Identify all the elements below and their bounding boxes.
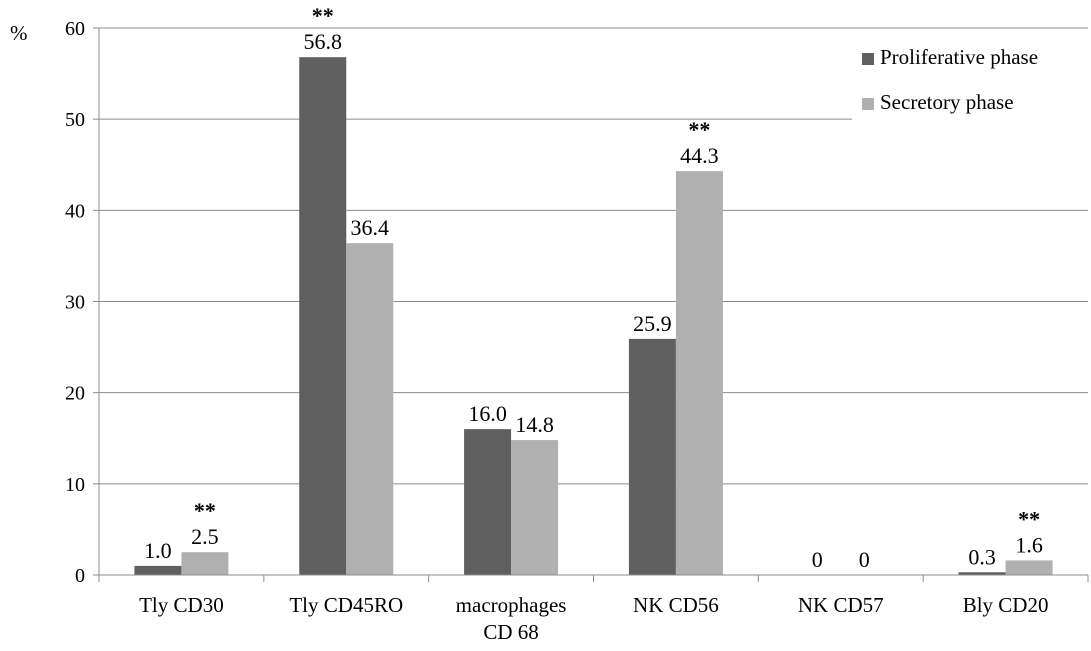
legend-swatch — [862, 53, 874, 65]
data-label: 44.3 — [680, 143, 719, 168]
axes: 0 10 20 30 40 50 60% Tly CD30 Tly CD45RO macropha… — [10, 18, 1089, 644]
y-tick-label: 60 — [65, 18, 85, 40]
data-label: 25.9 — [633, 311, 672, 336]
significance-marker: ** — [194, 498, 216, 523]
data-label: 1.0 — [144, 538, 172, 563]
y-tick-label: 20 — [65, 383, 85, 405]
y-tick-label: 50 — [65, 109, 85, 131]
bar-proliferative — [464, 429, 512, 575]
gridlines — [99, 27, 1088, 485]
bar-proliferative — [628, 338, 676, 575]
x-tick-label: NK CD56 — [633, 593, 719, 617]
y-tick-label: 40 — [65, 200, 85, 222]
x-tick-label: Tly CD45RO — [289, 593, 403, 617]
data-label: 36.4 — [351, 215, 390, 240]
x-tick-label: macrophages — [456, 593, 567, 617]
data-label: 16.0 — [468, 401, 507, 426]
legend: Proliferative phase Secretory phase — [862, 45, 1038, 114]
bar-secretory — [181, 552, 229, 575]
y-tick-label: 10 — [65, 474, 85, 496]
x-tick-label: Bly CD20 — [963, 593, 1049, 617]
y-tick-label: 0 — [75, 565, 85, 587]
data-label: 1.6 — [1015, 532, 1043, 557]
data-label: 0.3 — [968, 544, 996, 569]
y-tick-label: 30 — [65, 292, 85, 314]
x-tick-label: Tly CD30 — [139, 593, 224, 617]
bar-secretory — [675, 171, 723, 576]
x-tick-label: CD 68 — [483, 620, 538, 644]
data-label: 56.8 — [304, 29, 343, 54]
significance-marker: ** — [1018, 506, 1040, 531]
data-label: 14.8 — [515, 412, 554, 437]
data-label: 0 — [859, 547, 870, 572]
bar-proliferative — [299, 57, 347, 575]
legend-label: Secretory phase — [880, 90, 1014, 114]
y-unit-label: % — [10, 21, 28, 45]
legend-label: Proliferative phase — [880, 45, 1038, 69]
data-label: 2.5 — [191, 524, 219, 549]
bar-secretory — [346, 243, 394, 576]
bar-secretory — [511, 440, 559, 575]
bars — [134, 57, 1053, 576]
bar-proliferative — [134, 565, 182, 575]
significance-marker: ** — [312, 3, 334, 28]
data-label: 0 — [812, 547, 823, 572]
legend-swatch — [862, 98, 874, 110]
x-tick-label: NK CD57 — [798, 593, 884, 617]
bar-proliferative — [958, 572, 1006, 575]
bar-secretory — [1005, 560, 1053, 575]
significance-marker: ** — [688, 117, 710, 142]
data-labels: 1.056.8**16.025.90 0.32.5**36.414.844.3**… — [144, 3, 1043, 572]
